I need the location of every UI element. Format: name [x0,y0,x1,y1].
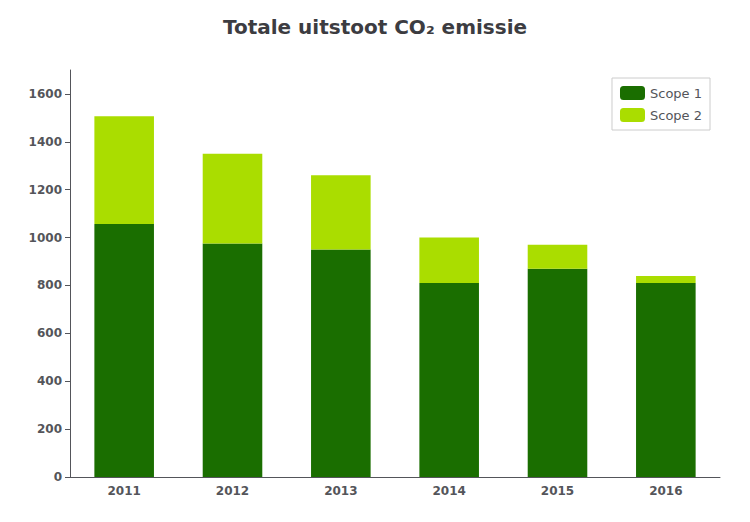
svg-text:400: 400 [37,374,62,388]
svg-text:Scope 2: Scope 2 [650,108,702,123]
svg-text:1000: 1000 [29,231,62,245]
svg-text:0: 0 [54,470,62,484]
svg-text:2012: 2012 [216,484,249,498]
svg-text:Totale uitstoot CO₂ emissie: Totale uitstoot CO₂ emissie [223,15,527,39]
svg-text:800: 800 [37,278,62,292]
svg-text:2016: 2016 [649,484,682,498]
svg-text:2014: 2014 [432,484,465,498]
svg-text:1400: 1400 [29,135,62,149]
svg-text:2011: 2011 [107,484,140,498]
svg-text:Scope 1: Scope 1 [650,86,702,101]
svg-text:1600: 1600 [29,87,62,101]
svg-text:2015: 2015 [541,484,574,498]
svg-text:600: 600 [37,326,62,340]
svg-text:1200: 1200 [29,183,62,197]
svg-text:2013: 2013 [324,484,357,498]
svg-text:200: 200 [37,422,62,436]
